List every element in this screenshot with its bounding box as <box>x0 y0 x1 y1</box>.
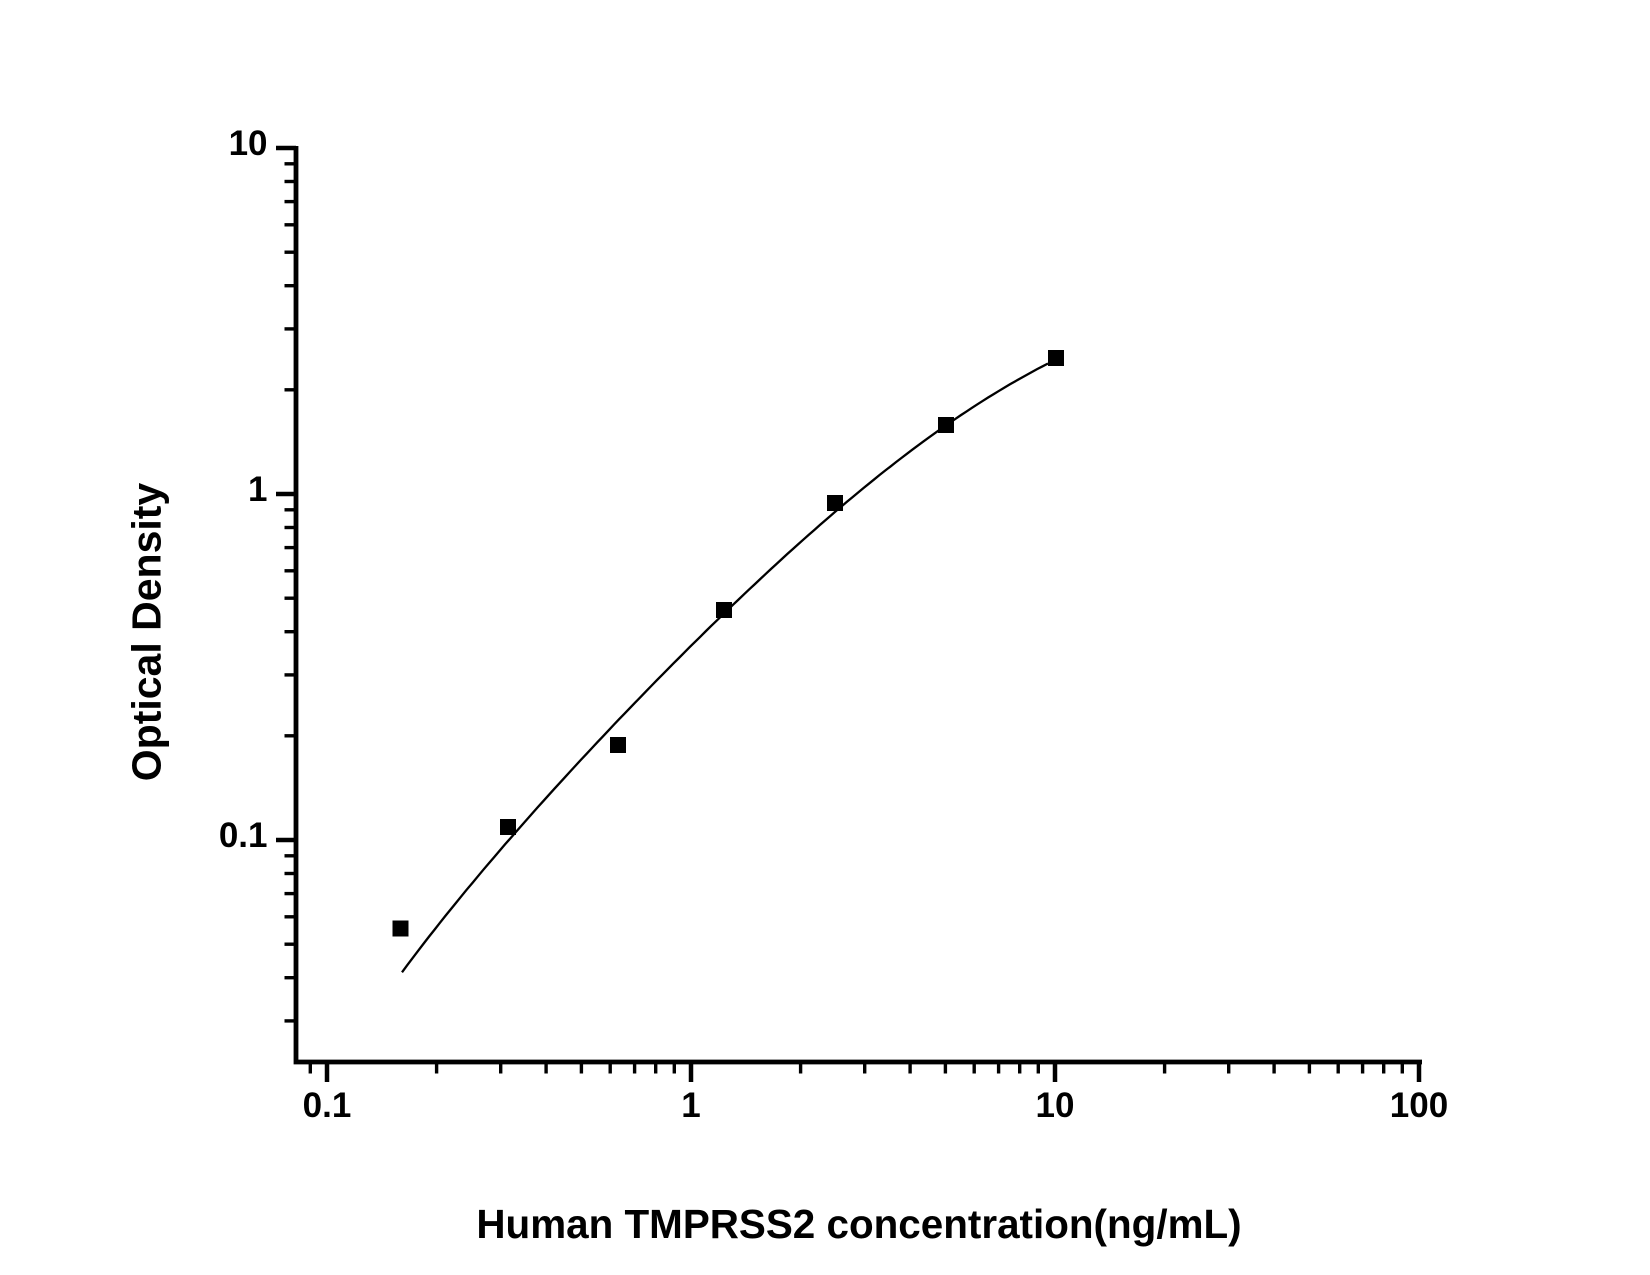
svg-text:1: 1 <box>681 1086 700 1125</box>
svg-text:10: 10 <box>1036 1086 1075 1125</box>
svg-text:10: 10 <box>229 124 268 163</box>
svg-text:Human TMPRSS2 concentration(ng: Human TMPRSS2 concentration(ng/mL) <box>476 1201 1241 1247</box>
svg-text:1: 1 <box>248 470 267 509</box>
svg-text:100: 100 <box>1390 1086 1448 1125</box>
svg-text:Optical Density: Optical Density <box>124 483 170 782</box>
svg-text:0.1: 0.1 <box>303 1086 352 1125</box>
svg-text:0.1: 0.1 <box>219 816 268 855</box>
